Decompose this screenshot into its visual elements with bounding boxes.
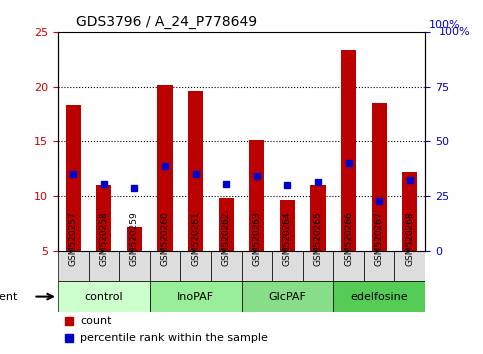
FancyBboxPatch shape (88, 251, 119, 281)
Text: GSM520261: GSM520261 (191, 211, 200, 266)
Text: GDS3796 / A_24_P778649: GDS3796 / A_24_P778649 (76, 16, 257, 29)
Bar (311, 185, 326, 251)
Text: GSM520267: GSM520267 (375, 211, 384, 266)
Text: 100%: 100% (429, 20, 460, 30)
Text: GSM520262: GSM520262 (222, 211, 231, 266)
Bar (66, 105, 81, 251)
FancyBboxPatch shape (150, 281, 242, 312)
FancyBboxPatch shape (333, 251, 364, 281)
Text: GSM520266: GSM520266 (344, 211, 353, 266)
Text: GSM520265: GSM520265 (313, 211, 323, 266)
FancyBboxPatch shape (180, 251, 211, 281)
Bar (341, 51, 356, 251)
Bar (188, 91, 203, 251)
Text: GSM520258: GSM520258 (99, 211, 108, 266)
FancyBboxPatch shape (333, 281, 425, 312)
Text: GSM520257: GSM520257 (69, 211, 78, 266)
FancyBboxPatch shape (242, 251, 272, 281)
FancyBboxPatch shape (119, 251, 150, 281)
Text: InoPAF: InoPAF (177, 292, 214, 302)
Bar (96, 185, 112, 251)
Text: GlcPAF: GlcPAF (269, 292, 306, 302)
Text: GSM520260: GSM520260 (160, 211, 170, 266)
FancyBboxPatch shape (272, 251, 303, 281)
Text: GSM520259: GSM520259 (130, 211, 139, 266)
FancyBboxPatch shape (242, 281, 333, 312)
Text: percentile rank within the sample: percentile rank within the sample (80, 333, 268, 343)
FancyBboxPatch shape (211, 251, 242, 281)
Text: GSM520263: GSM520263 (252, 211, 261, 266)
Text: edelfosine: edelfosine (350, 292, 408, 302)
Bar (280, 200, 295, 251)
Bar (219, 198, 234, 251)
FancyBboxPatch shape (58, 281, 150, 312)
FancyBboxPatch shape (395, 251, 425, 281)
FancyBboxPatch shape (364, 251, 395, 281)
Bar (249, 140, 265, 251)
Text: count: count (80, 316, 112, 326)
Bar (402, 172, 417, 251)
FancyBboxPatch shape (150, 251, 180, 281)
Bar (371, 103, 387, 251)
FancyBboxPatch shape (303, 251, 333, 281)
Bar (127, 227, 142, 251)
Text: GSM520264: GSM520264 (283, 211, 292, 266)
Text: GSM520268: GSM520268 (405, 211, 414, 266)
Bar (157, 85, 173, 251)
FancyBboxPatch shape (58, 251, 88, 281)
Y-axis label: 100%: 100% (439, 28, 470, 38)
Text: agent: agent (0, 292, 18, 302)
Text: control: control (85, 292, 123, 302)
